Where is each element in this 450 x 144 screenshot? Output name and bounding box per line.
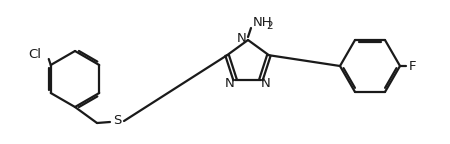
Text: 2: 2 (266, 21, 273, 31)
Text: S: S (113, 114, 121, 127)
Text: NH: NH (253, 17, 273, 30)
Text: F: F (409, 59, 417, 72)
Text: N: N (225, 77, 235, 90)
Text: Cl: Cl (28, 49, 41, 61)
Text: N: N (261, 77, 271, 90)
Text: N: N (237, 33, 247, 46)
